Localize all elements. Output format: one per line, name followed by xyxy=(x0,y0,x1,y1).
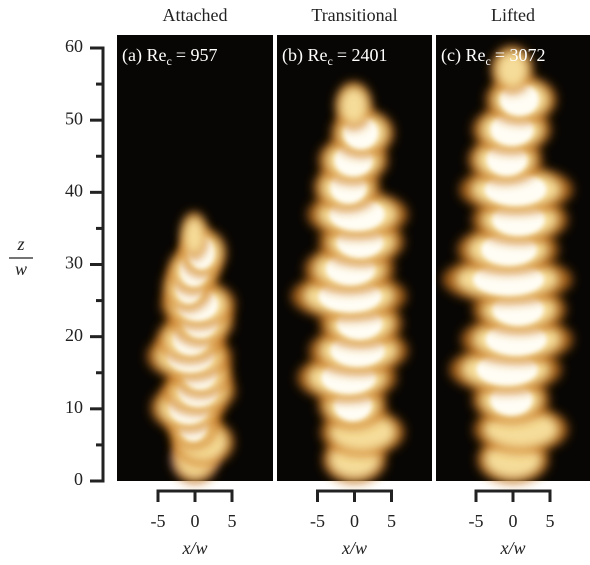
flame-mid xyxy=(183,216,205,255)
y-tick-label: 60 xyxy=(65,36,83,56)
panel-label-subscript: c xyxy=(166,54,171,68)
x-axis-label: x/w xyxy=(182,538,208,558)
x-tick-label: 5 xyxy=(228,511,237,531)
panel-label-text: (a) Re xyxy=(122,45,166,66)
y-tick-label: 40 xyxy=(65,180,83,200)
y-tick-label: 10 xyxy=(65,397,83,417)
y-tick-label: 30 xyxy=(65,253,83,273)
panel-label-value: = 2401 xyxy=(337,45,388,65)
panel-label-text: (b) Re xyxy=(282,45,327,66)
panel-header: Transitional xyxy=(311,5,397,25)
panel-header: Attached xyxy=(163,5,228,25)
flame xyxy=(291,81,409,484)
x-tick-label: 0 xyxy=(509,511,518,531)
panel-label-subscript: c xyxy=(327,54,332,68)
x-tick-label: 0 xyxy=(350,511,359,531)
y-tick-label: 20 xyxy=(65,325,83,345)
flame-mid xyxy=(495,50,529,89)
y-tick-label: 50 xyxy=(65,108,83,128)
x-axis-label: x/w xyxy=(341,538,367,558)
x-tick-label: 5 xyxy=(546,511,555,531)
y-label-top: z xyxy=(16,234,24,254)
panel-label-value: = 3072 xyxy=(495,45,546,65)
panel-label: (a) Rec = 957 xyxy=(122,45,217,68)
flame xyxy=(146,211,236,484)
x-tick-label: -5 xyxy=(310,511,325,531)
panel-label: (b) Rec = 2401 xyxy=(282,45,387,68)
flame-mid xyxy=(338,86,369,125)
flame xyxy=(442,45,573,484)
x-axis-label: x/w xyxy=(500,538,526,558)
x-tick-label: -5 xyxy=(469,511,484,531)
x-tick-label: 5 xyxy=(387,511,396,531)
y-label-bottom: w xyxy=(15,259,27,279)
panel-label-value: = 957 xyxy=(176,45,218,65)
x-tick-label: 0 xyxy=(191,511,200,531)
y-tick-label: 0 xyxy=(74,469,83,489)
panel-header: Lifted xyxy=(491,5,535,25)
panel-label-subscript: c xyxy=(485,54,490,68)
x-tick-label: -5 xyxy=(151,511,166,531)
panel-label: (c) Rec = 3072 xyxy=(441,45,545,68)
panel-label-text: (c) Re xyxy=(441,45,485,66)
